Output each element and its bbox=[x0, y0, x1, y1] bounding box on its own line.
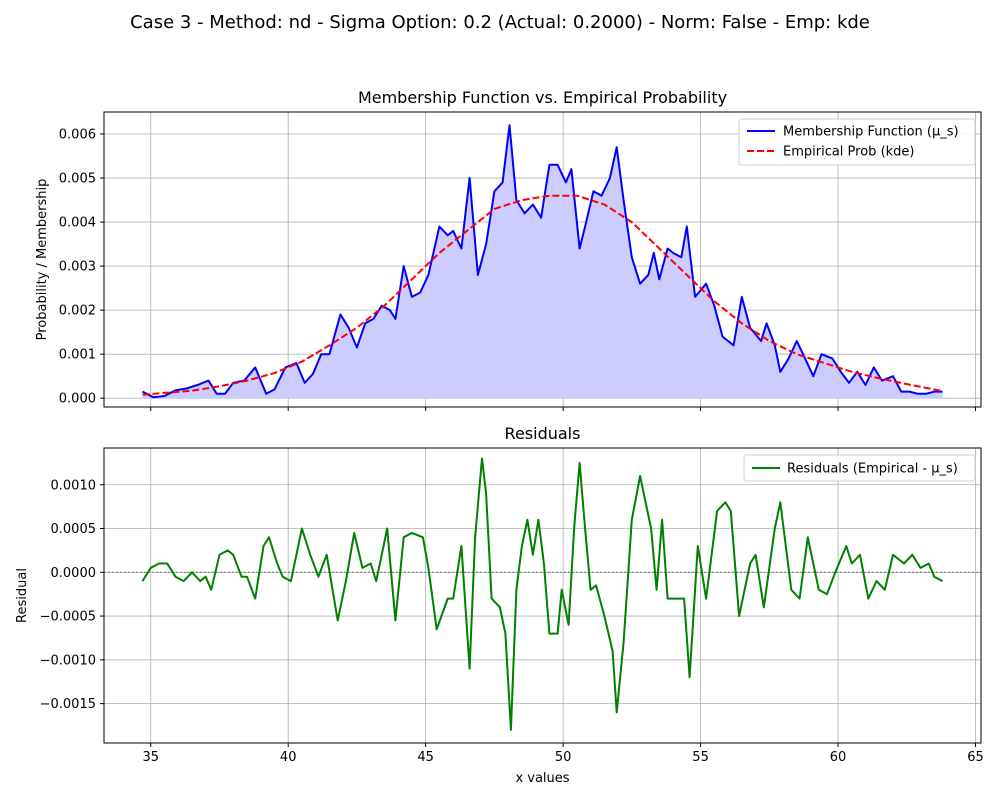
bottom-xtick-label: 65 bbox=[967, 750, 984, 765]
top-legend-box bbox=[738, 118, 976, 166]
bottom-y-axis-label: Residual bbox=[15, 568, 30, 623]
bottom-ytick-label: 0.0005 bbox=[51, 522, 97, 537]
bottom-plot-frame bbox=[103, 447, 982, 744]
bottom-axis-ticks: 35 40 45 50 55 60 65 −0.0015 −0.0010 −0.0005 0.000… bbox=[40, 478, 984, 765]
top-ytick-label: 0.004 bbox=[59, 216, 96, 231]
bottom-series-lines bbox=[141, 457, 943, 731]
top-ytick-label: 0.005 bbox=[59, 172, 96, 187]
bottom-grid bbox=[104, 448, 981, 743]
x-axis-label: x values bbox=[515, 771, 569, 786]
top-axis-ticks: 0.000 0.001 0.002 0.003 0.004 0.005 0.006 bbox=[59, 128, 977, 411]
top-plot-frame bbox=[103, 111, 982, 408]
bottom-xtick-label: 60 bbox=[830, 750, 847, 765]
bottom-xtick-label: 50 bbox=[555, 750, 572, 765]
membership-fill-area bbox=[142, 125, 943, 399]
membership-area bbox=[142, 125, 943, 399]
top-ytick-label: 0.001 bbox=[59, 348, 96, 363]
bottom-ytick-label: 0.0010 bbox=[51, 478, 97, 493]
residuals-line bbox=[141, 457, 943, 731]
top-ytick-label: 0.000 bbox=[59, 392, 96, 407]
top-y-axis-label: Probability / Membership bbox=[35, 179, 50, 341]
top-legend: Membership Function (μ_s) Empirical Prob … bbox=[738, 118, 976, 166]
bottom-legend: Residuals (Empirical - μ_s) bbox=[743, 454, 976, 482]
legend-residual-label: Residuals (Empirical - μ_s) bbox=[787, 462, 958, 477]
bottom-chart-title: Residuals bbox=[505, 424, 581, 443]
bottom-legend-box bbox=[743, 454, 976, 482]
top-ytick-label: 0.002 bbox=[59, 304, 96, 319]
top-ytick-label: 0.006 bbox=[59, 128, 96, 143]
top-series-lines bbox=[142, 124, 943, 399]
legend-membership-label: Membership Function (μ_s) bbox=[783, 125, 959, 140]
bottom-xtick-label: 40 bbox=[280, 750, 297, 765]
bottom-ytick-label: −0.0010 bbox=[40, 653, 96, 668]
bottom-ytick-label: −0.0005 bbox=[40, 610, 96, 625]
bottom-ytick-label: 0.0000 bbox=[51, 566, 97, 581]
top-chart-title: Membership Function vs. Empirical Probab… bbox=[358, 88, 727, 107]
bottom-xtick-label: 55 bbox=[692, 750, 709, 765]
top-ytick-label: 0.003 bbox=[59, 260, 96, 275]
bottom-xtick-label: 35 bbox=[142, 750, 159, 765]
empirical-prob-line bbox=[142, 194, 943, 396]
membership-function-line bbox=[142, 124, 943, 399]
figure-suptitle: Case 3 - Method: nd - Sigma Option: 0.2 … bbox=[130, 12, 870, 33]
bottom-ytick-label: −0.0015 bbox=[40, 697, 96, 712]
legend-empirical-label: Empirical Prob (kde) bbox=[783, 145, 915, 160]
bottom-xtick-label: 45 bbox=[417, 750, 434, 765]
